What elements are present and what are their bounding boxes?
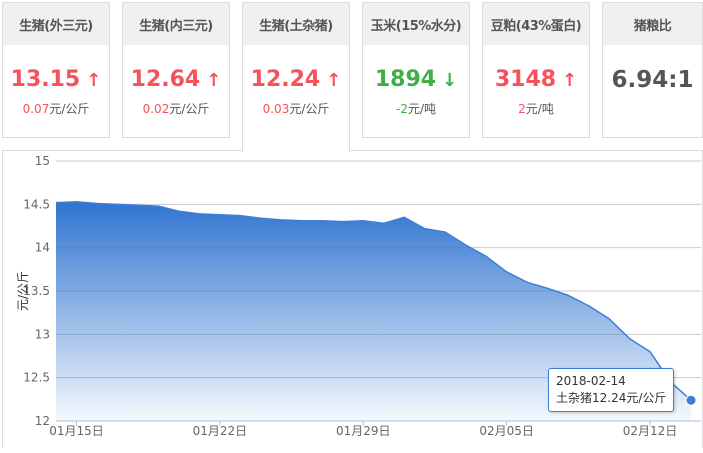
arrow-up-icon: ↑ — [206, 70, 222, 91]
card-title: 玉米(15%水分) — [363, 3, 469, 45]
chart-svg: 12 12.5 13 13.5 14 14.5 15 01月15日 01月22日 01月29日 02… — [16, 154, 701, 438]
card-change: 0.03元/公斤 — [243, 100, 349, 117]
price-card[interactable]: 生猪(土杂猪) 12.24 ↑ 0.03元/公斤 — [242, 2, 350, 152]
chart-tooltip: 2018-02-14 土杂猪12.24元/公斤 — [548, 368, 675, 412]
y-tick-label: 14 — [35, 241, 50, 255]
card-value-row: 12.64 ↑ — [123, 67, 229, 92]
data-point-highlight — [685, 394, 697, 406]
change-unit: 元/公斤 — [289, 102, 330, 116]
y-tick-label: 12 — [35, 414, 50, 428]
card-value: 3148 — [494, 67, 557, 92]
price-card[interactable]: 玉米(15%水分) 1894 ↓ -2元/吨 — [362, 2, 470, 138]
card-value-row: 1894 ↓ — [363, 67, 469, 92]
card-value: 1894 — [374, 67, 437, 92]
change-unit: 元/公斤 — [169, 102, 210, 116]
x-tick-label: 01月29日 — [336, 424, 391, 438]
change-amount: 0.03 — [262, 102, 290, 116]
change-unit: 元/公斤 — [49, 102, 90, 116]
change-amount: -2 — [395, 102, 408, 116]
card-title: 猪粮比 — [603, 3, 702, 45]
x-tick-label: 01月15日 — [49, 424, 104, 438]
price-card[interactable]: 生猪(内三元) 12.64 ↑ 0.02元/公斤 — [122, 2, 230, 138]
y-tick-label: 13.5 — [23, 284, 50, 298]
change-unit: 元/吨 — [407, 102, 436, 116]
card-title: 生猪(内三元) — [123, 3, 229, 45]
price-chart: 12 12.5 13 13.5 14 14.5 15 01月15日 01月22日 01月29日 02… — [2, 150, 703, 448]
tooltip-date: 2018-02-14 — [556, 374, 626, 388]
y-tick-label: 14.5 — [23, 197, 50, 211]
card-value: 12.24 — [250, 67, 321, 92]
change-amount: 0.07 — [22, 102, 50, 116]
arrow-up-icon: ↑ — [326, 70, 342, 91]
card-title: 豆粕(43%蛋白) — [483, 3, 589, 45]
card-value-row: 13.15 ↑ — [3, 67, 109, 92]
change-amount: 0.02 — [142, 102, 170, 116]
arrow-up-icon: ↑ — [562, 70, 578, 91]
card-value: 12.64 — [130, 67, 201, 92]
y-tick-label: 13 — [35, 327, 50, 341]
card-title: 生猪(土杂猪) — [243, 3, 349, 45]
card-title: 生猪(外三元) — [3, 3, 109, 45]
card-value-row: 12.24 ↑ — [243, 67, 349, 92]
x-tick-label: 02月12日 — [623, 424, 678, 438]
arrow-up-icon: ↑ — [86, 70, 102, 91]
x-tick-label: 01月22日 — [193, 424, 248, 438]
card-value: 6.94:1 — [611, 67, 694, 93]
card-change: 2元/吨 — [483, 100, 589, 117]
x-tick-label: 02月05日 — [479, 424, 534, 438]
card-value-row: 6.94:1 — [603, 67, 702, 93]
change-unit: 元/吨 — [525, 102, 554, 116]
y-axis-label: 元/公斤 — [16, 271, 30, 311]
card-change: 0.02元/公斤 — [123, 100, 229, 117]
card-value: 13.15 — [10, 67, 81, 92]
price-card[interactable]: 生猪(外三元) 13.15 ↑ 0.07元/公斤 — [2, 2, 110, 138]
card-value-row: 3148 ↑ — [483, 67, 589, 92]
y-tick-label: 15 — [35, 154, 50, 168]
series-line — [55, 200, 692, 401]
price-card[interactable]: 猪粮比 6.94:1 — [602, 2, 703, 138]
change-amount: 2 — [518, 102, 526, 116]
area-fill — [56, 201, 691, 421]
card-change: -2元/吨 — [363, 100, 469, 117]
price-card[interactable]: 豆粕(43%蛋白) 3148 ↑ 2元/吨 — [482, 2, 590, 138]
arrow-down-icon: ↓ — [442, 70, 458, 91]
y-tick-label: 12.5 — [23, 371, 50, 385]
card-change: 0.07元/公斤 — [3, 100, 109, 117]
tooltip-text: 土杂猪12.24元/公斤 — [556, 391, 667, 405]
